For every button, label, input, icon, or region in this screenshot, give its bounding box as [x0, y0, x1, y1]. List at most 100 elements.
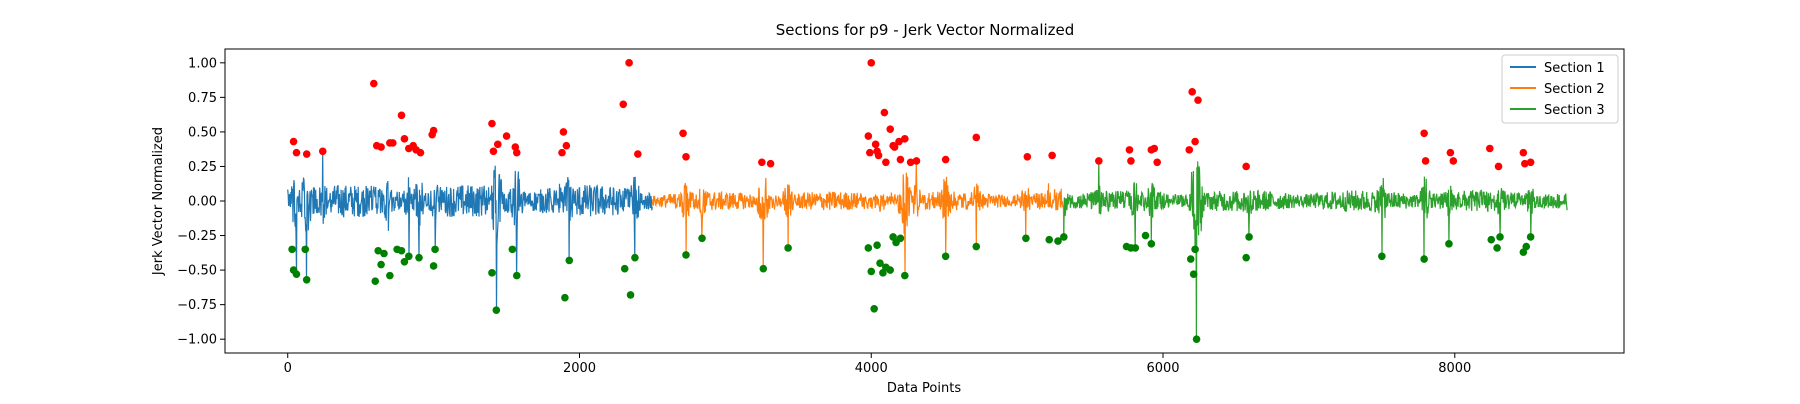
legend: Section 1 Section 2 Section 3: [1501, 54, 1619, 124]
trough-marker: [292, 270, 301, 279]
y-tick-label: 0.00: [188, 195, 217, 210]
x-tick-label: 0: [284, 361, 292, 376]
trough-marker: [1045, 235, 1054, 244]
peak-marker: [369, 79, 378, 88]
trough-marker: [867, 267, 876, 276]
peak-marker: [1191, 137, 1199, 146]
trough-marker: [626, 291, 635, 299]
peak-marker: [895, 137, 903, 146]
peak-marker: [1125, 146, 1134, 154]
trough-marker: [1022, 234, 1030, 243]
peak-marker: [1023, 152, 1032, 161]
trough-marker: [492, 306, 501, 314]
trough-marker: [698, 234, 706, 243]
trough-marker: [620, 264, 629, 273]
y-tick-label: 0.25: [188, 160, 217, 175]
x-tick-label: 4000: [855, 361, 888, 376]
trough-marker: [759, 264, 768, 273]
peak-marker: [429, 126, 438, 135]
peak-marker: [972, 133, 981, 142]
trough-marker: [565, 256, 574, 265]
plot-area: [287, 59, 1568, 343]
x-axis-label: Data Points: [887, 381, 961, 396]
trough-marker: [784, 244, 792, 252]
peak-marker: [377, 143, 385, 151]
peak-marker: [1242, 162, 1250, 171]
peak-marker: [1519, 148, 1528, 157]
trough-marker: [682, 251, 690, 259]
trough-marker: [1191, 245, 1199, 254]
trough-marker: [508, 245, 517, 254]
trough-marker: [302, 275, 311, 284]
trough-marker: [864, 244, 873, 252]
trough-marker: [431, 245, 439, 254]
legend-label: Section 1: [1544, 61, 1605, 76]
trough-marker: [1189, 270, 1198, 279]
peak-marker: [865, 148, 874, 157]
trough-marker: [1147, 240, 1156, 248]
peak-marker: [1446, 148, 1455, 157]
trough-marker: [631, 253, 639, 262]
trough-marker: [288, 245, 296, 254]
peak-marker: [906, 158, 915, 167]
peak-marker: [864, 132, 873, 140]
x-tick-label: 8000: [1438, 361, 1471, 376]
trough-marker: [1186, 255, 1195, 263]
legend-label: Section 3: [1544, 103, 1605, 118]
y-axis-label: Jerk Vector Normalized: [151, 127, 166, 276]
peak-marker: [941, 155, 950, 164]
trough-marker: [1445, 240, 1453, 248]
peak-marker: [871, 140, 880, 149]
peak-marker: [1153, 158, 1161, 167]
y-tick-label: 0.75: [188, 91, 217, 106]
peak-marker: [1521, 159, 1529, 168]
trough-marker: [415, 253, 423, 262]
peak-marker: [558, 148, 566, 157]
trough-marker: [1496, 233, 1504, 241]
trough-marker: [400, 258, 409, 266]
trough-marker: [429, 262, 438, 270]
peak-marker: [489, 147, 498, 156]
peak-marker: [1188, 88, 1196, 96]
peak-marker: [397, 111, 406, 120]
peak-marker: [1494, 162, 1503, 171]
trough-marker: [886, 266, 895, 274]
peak-marker: [1526, 158, 1535, 167]
peak-marker: [896, 155, 905, 164]
trough-marker: [1054, 237, 1062, 245]
trough-marker: [512, 271, 521, 280]
series-line-section-1: [287, 151, 653, 311]
peak-marker: [318, 147, 327, 156]
peak-marker: [912, 157, 921, 165]
trough-marker: [561, 293, 569, 302]
peak-marker: [1127, 157, 1135, 165]
peak-marker: [1421, 157, 1430, 165]
peak-marker: [867, 59, 876, 67]
trough-marker: [901, 271, 909, 280]
y-tick-label: −0.25: [177, 229, 217, 244]
y-tick-label: −1.00: [177, 333, 217, 348]
peak-marker: [502, 132, 511, 140]
peak-marker: [289, 137, 298, 146]
peak-marker: [886, 125, 895, 133]
trough-marker: [1060, 233, 1068, 241]
peak-marker: [1449, 157, 1458, 165]
peak-marker: [559, 128, 568, 136]
series-line-section-3: [1063, 160, 1568, 340]
trough-marker: [371, 277, 380, 285]
peak-marker: [488, 119, 496, 128]
peak-marker: [766, 159, 775, 168]
peak-marker: [890, 143, 899, 151]
trough-marker: [873, 241, 881, 250]
peak-marker: [880, 108, 889, 117]
trough-marker: [1245, 233, 1253, 241]
chart-title: Sections for p9 - Jerk Vector Normalized: [776, 21, 1075, 39]
peak-marker: [292, 148, 301, 157]
trough-marker: [301, 245, 310, 254]
trough-marker: [1526, 233, 1535, 241]
legend-label: Section 2: [1544, 82, 1605, 97]
peak-marker: [1420, 129, 1428, 138]
peak-marker: [1150, 144, 1159, 153]
trough-marker: [1487, 235, 1496, 244]
